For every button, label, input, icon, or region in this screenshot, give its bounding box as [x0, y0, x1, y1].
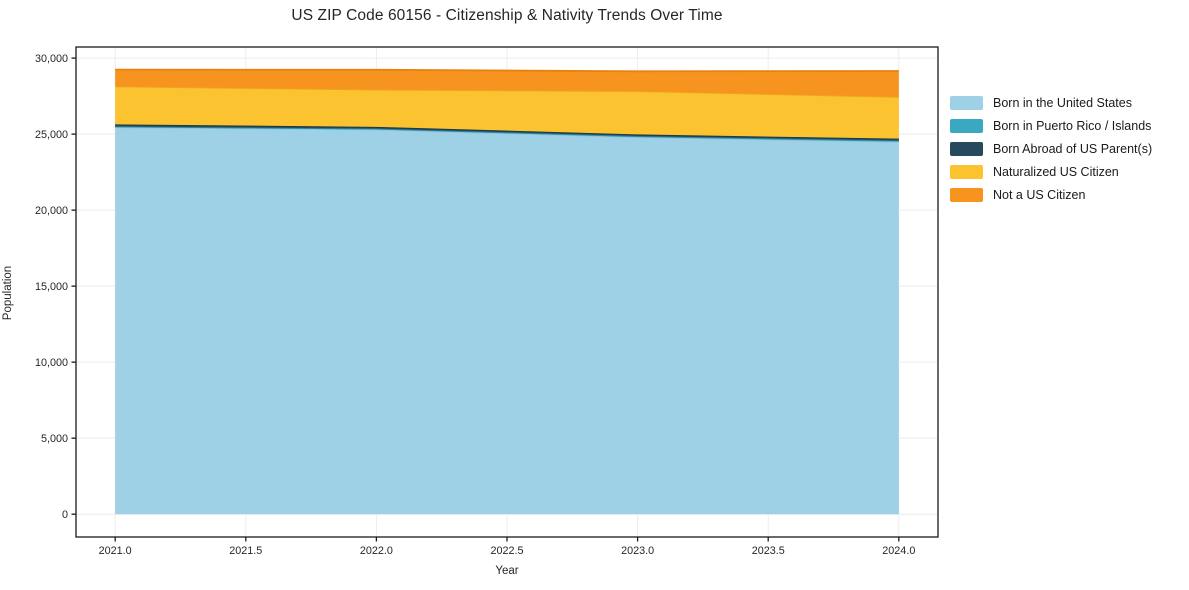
legend-item-puerto-rico: Born in Puerto Rico / Islands: [950, 119, 1152, 133]
y-axis-label: Population: [2, 265, 14, 321]
chart-title: US ZIP Code 60156 - Citizenship & Nativi…: [291, 7, 723, 24]
legend-swatch-naturalized: [950, 165, 983, 179]
area-band-born-us: [115, 127, 899, 515]
y-tick-label: 0: [62, 509, 68, 521]
legend-label: Naturalized US Citizen: [993, 165, 1119, 179]
x-tick-label: 2024.0: [882, 545, 915, 557]
x-tick-label: 2023.0: [621, 545, 654, 557]
area-edge-not-citizen: [115, 68, 899, 73]
legend-label: Born in the United States: [993, 96, 1132, 110]
area-band-not-citizen: [115, 69, 899, 97]
legend-label: Born Abroad of US Parent(s): [993, 142, 1153, 156]
area-band-naturalized: [115, 86, 899, 139]
legend-label: Born in Puerto Rico / Islands: [993, 119, 1152, 133]
y-tick-label: 15,000: [35, 281, 68, 293]
x-tick-label: 2021.0: [99, 545, 132, 557]
area-band-born-abroad: [115, 124, 899, 141]
y-tick-label: 10,000: [35, 357, 68, 369]
y-tick-label: 25,000: [35, 129, 68, 141]
legend-item-born-abroad: Born Abroad of US Parent(s): [950, 142, 1152, 156]
x-tick-label: 2021.5: [229, 545, 262, 557]
y-tick-label: 5,000: [41, 433, 68, 445]
x-tick-label: 2022.5: [490, 545, 523, 557]
y-tick-label: 30,000: [35, 53, 68, 65]
legend-swatch-not-citizen: [950, 188, 983, 202]
legend-swatch-born-us: [950, 96, 983, 110]
x-axis-label: Year: [495, 565, 519, 577]
legend-swatch-puerto-rico: [950, 119, 983, 133]
legend-item-not-citizen: Not a US Citizen: [950, 188, 1152, 202]
y-tick-label: 20,000: [35, 205, 68, 217]
x-tick-label: 2022.0: [360, 545, 393, 557]
legend-label: Not a US Citizen: [993, 188, 1086, 202]
legend-swatch-born-abroad: [950, 142, 983, 156]
legend-item-born-us: Born in the United States: [950, 96, 1152, 110]
x-tick-label: 2023.5: [752, 545, 785, 557]
legend-item-naturalized: Naturalized US Citizen: [950, 165, 1152, 179]
legend: Born in the United States Born in Puerto …: [950, 96, 1152, 202]
